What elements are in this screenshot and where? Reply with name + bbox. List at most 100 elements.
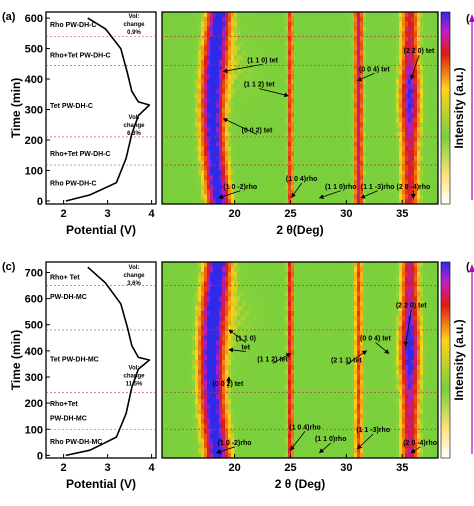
heatmap-cell [249,127,253,133]
heatmap-cell [162,36,166,42]
heatmap-cell [408,64,412,70]
heatmap-cell [363,184,367,190]
heatmap-cell [249,291,253,297]
heatmap-cell [294,84,298,90]
heatmap-cell [174,281,178,287]
heatmap-cell [186,286,190,292]
heatmap-cell [234,296,238,302]
heatmap-cell [435,180,439,186]
heatmap-cell [243,281,247,287]
heatmap-cell [300,60,304,66]
heatmap-cell [210,136,214,142]
heatmap-cell [312,64,316,70]
heatmap-cell [357,266,361,273]
heatmap-cell [198,315,202,322]
heatmap-cell [330,266,334,273]
heatmap-cell [378,160,382,166]
heatmap-cell [231,266,235,273]
heatmap-cell [240,60,244,66]
heatmap-cell [231,26,235,32]
heatmap-cell [390,315,394,322]
heatmap-cell [240,108,244,114]
heatmap-cell [366,93,370,99]
heatmap-cell [264,112,268,118]
heatmap-cell [189,132,193,138]
heatmap-cell [315,16,319,22]
heatmap-cell [219,306,223,312]
heatmap-cell [270,122,274,128]
heatmap-cell [165,170,169,176]
heatmap-cell [216,146,220,152]
heatmap-cell [243,50,247,56]
heatmap-cell [183,12,187,18]
heatmap-cell [261,26,265,32]
heatmap-cell [177,320,181,327]
heatmap-cell [402,108,406,114]
heatmap-cell [231,84,235,90]
heatmap-cell [267,84,271,90]
heatmap-cell [318,160,322,166]
heatmap-cell [165,165,169,171]
heatmap-cell [192,156,196,162]
heatmap-cell [387,291,391,297]
heatmap-cell [231,311,235,317]
heatmap-cell [306,50,310,56]
heatmap-cell [348,31,352,37]
heatmap-cell [162,306,166,312]
heatmap-cell [321,320,325,327]
heatmap-cell [417,122,421,128]
heatmap-cell [423,151,427,157]
heatmap-cell [219,26,223,32]
heatmap-cell [432,276,436,282]
panel-tag: (a) [2,11,16,23]
heatmap-cell [423,301,427,307]
heatmap-cell [402,45,406,51]
heatmap-cell [225,184,229,190]
heatmap-cell [222,60,226,66]
heatmap-cell [411,31,415,37]
heatmap-cell [231,306,235,312]
heatmap-cell [360,112,364,118]
heatmap-cell [228,36,232,42]
heatmap-cell [378,88,382,94]
heatmap-cell [423,262,427,268]
heatmap-cell [363,165,367,171]
heatmap-cell [336,112,340,118]
heatmap-cell [378,141,382,147]
heatmap-cell [243,88,247,94]
heatmap-cell [228,79,232,85]
heatmap-cell [387,194,391,200]
heatmap-cell [393,262,397,268]
heatmap-cell [336,141,340,147]
heatmap-cell [387,199,391,205]
heatmap-cell [384,122,388,128]
heatmap-cell [381,26,385,32]
heatmap-cell [381,266,385,273]
heatmap-cell [276,26,280,32]
heatmap-cell [321,117,325,123]
heatmap-cell [321,103,325,109]
heatmap-cell [363,262,367,268]
reflection-label: (1 0 -2)rho [223,184,257,191]
heatmap-cell [339,108,343,114]
heatmap-cell [408,194,412,200]
heatmap-cell [285,103,289,109]
heatmap-cell [225,31,229,37]
heatmap-cell [255,45,259,51]
heatmap-cell [417,301,421,307]
heatmap-cell [231,291,235,297]
heatmap-cell [402,301,406,307]
heatmap-cell [288,74,292,80]
heatmap-cell [285,189,289,195]
heatmap-cell [327,16,331,22]
heatmap-cell [387,296,391,302]
heatmap-cell [369,156,373,162]
heatmap-cell [168,31,172,37]
heatmap-cell [186,136,190,142]
heatmap-cell [309,180,313,186]
heatmap-cell [180,112,184,118]
heatmap-cell [198,160,202,166]
heatmap-cell [333,136,337,142]
heatmap-cell [207,55,211,61]
heatmap-cell [213,45,217,51]
